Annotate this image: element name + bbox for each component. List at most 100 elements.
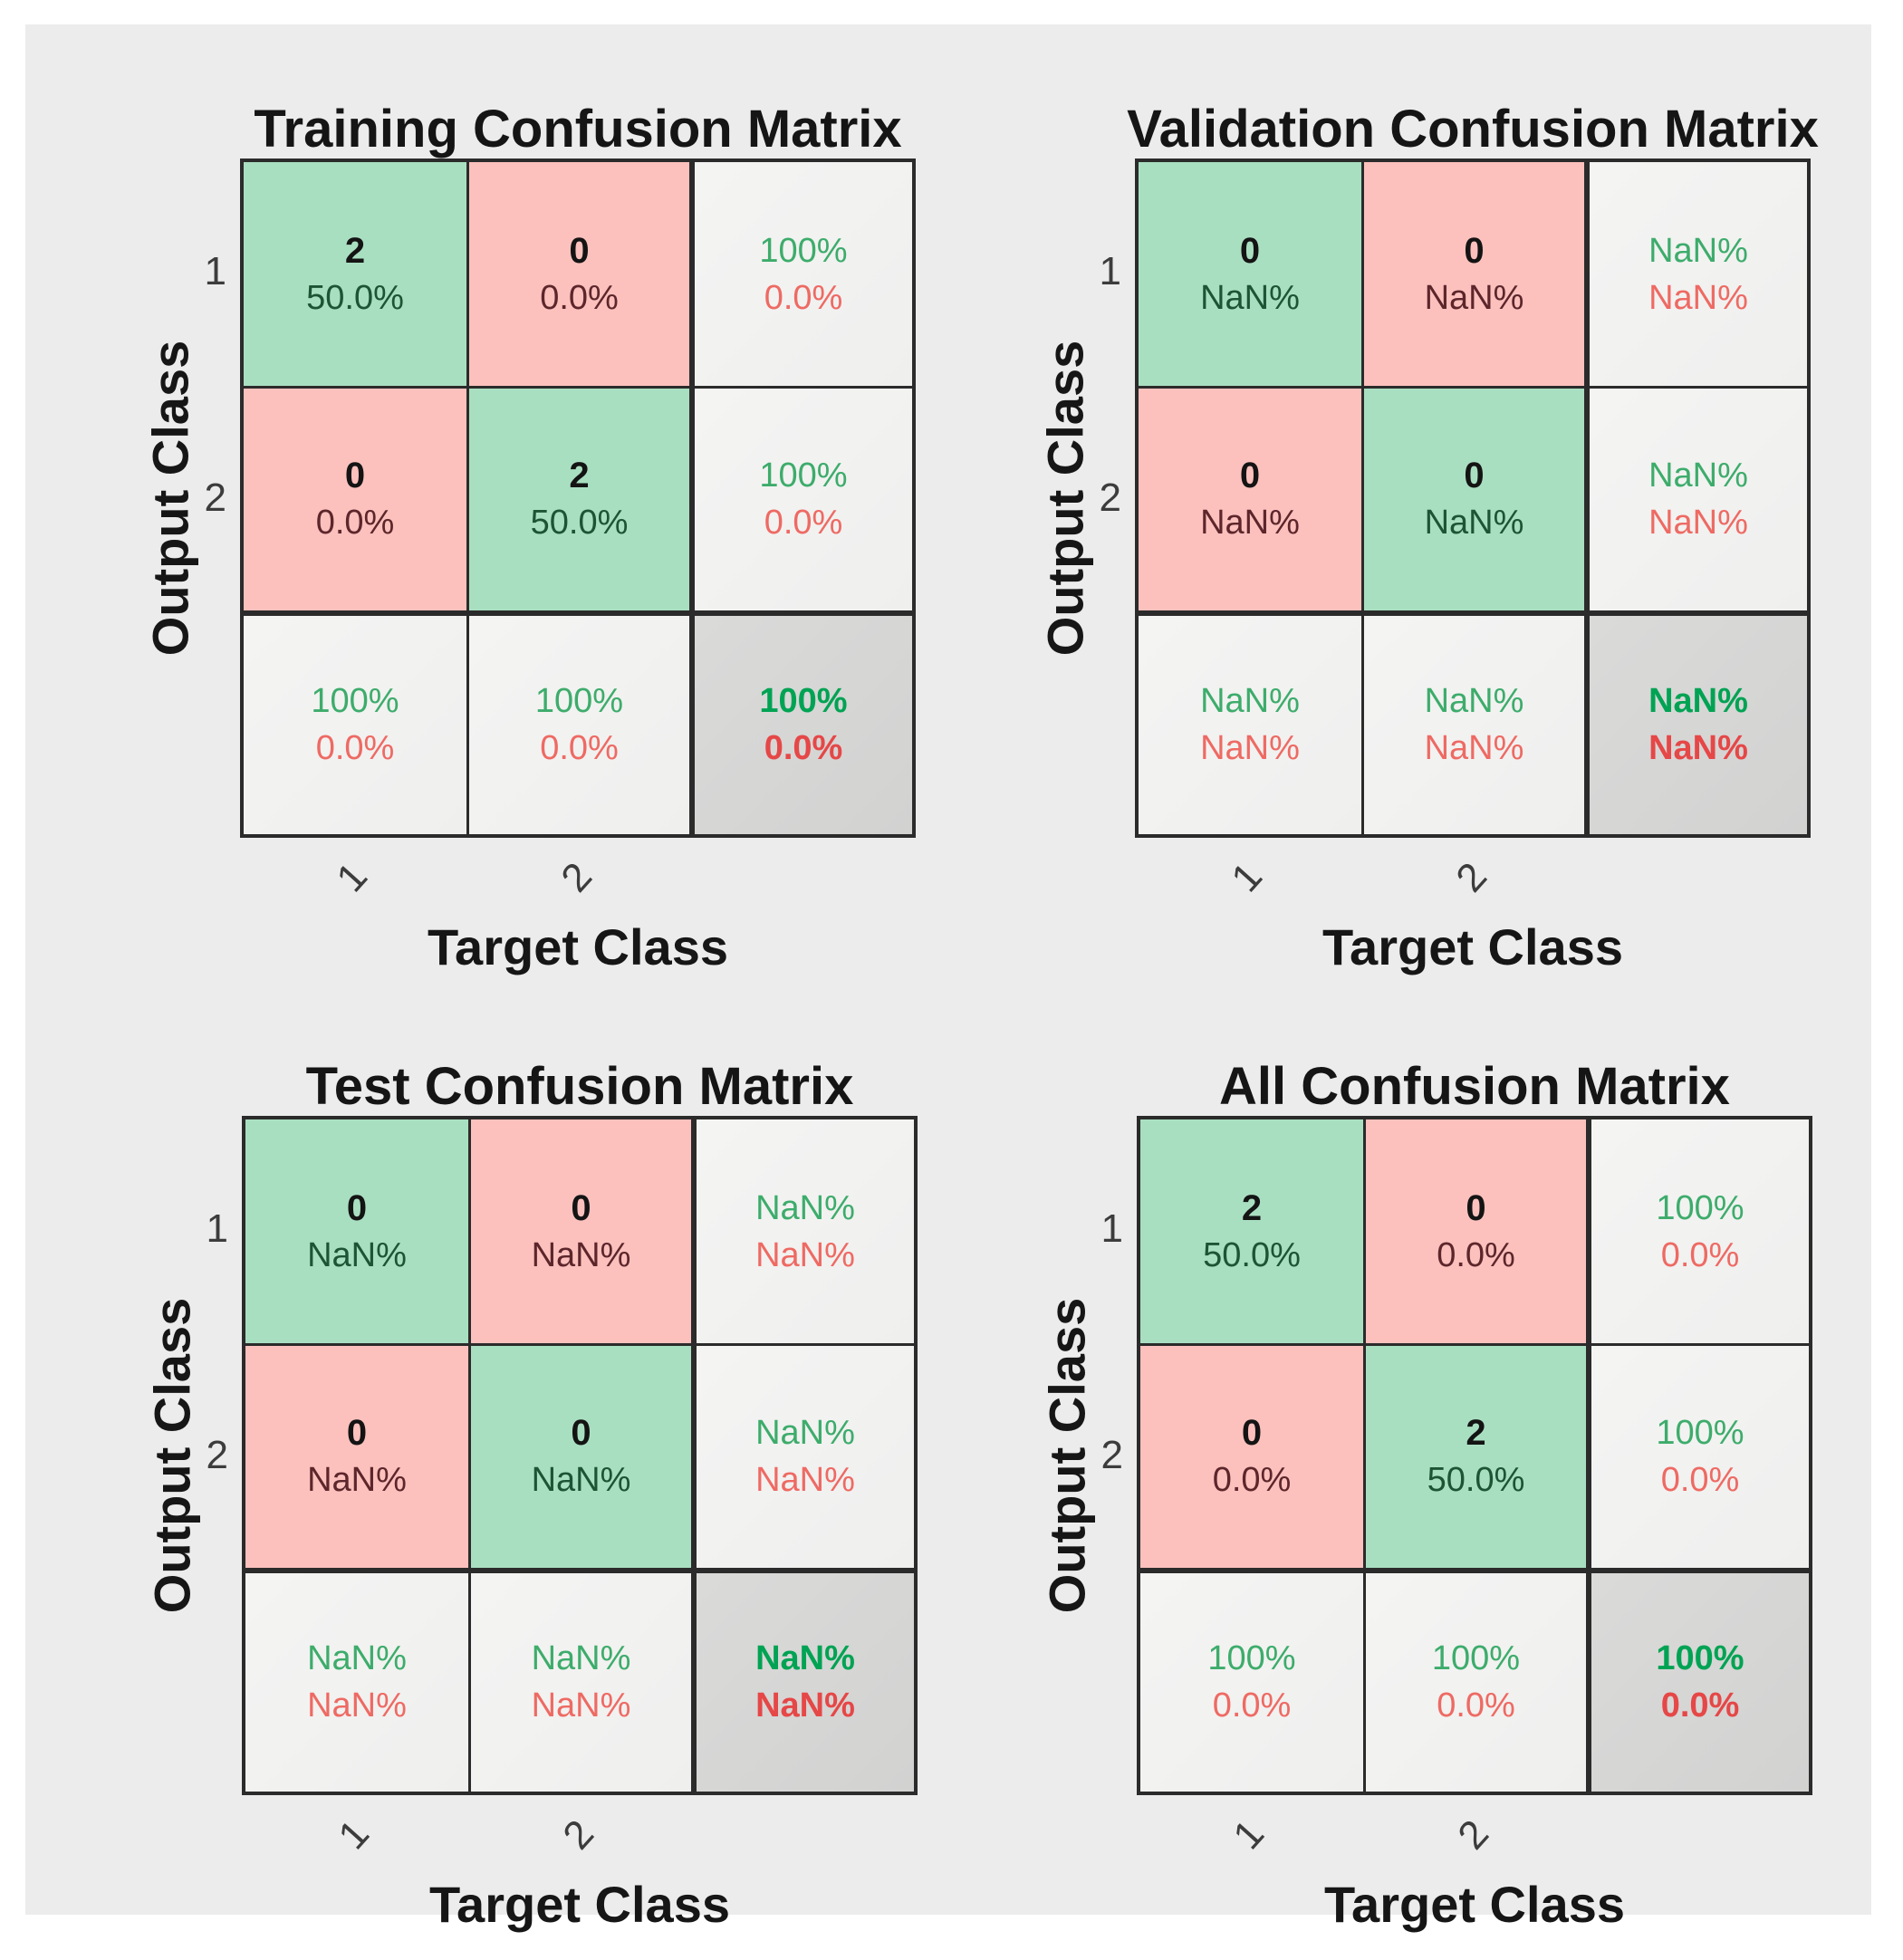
x-tick-1: 1 [1223,854,1272,901]
cell-total-summary: 100% 0.0% [689,610,912,834]
summary-red-value: 0.0% [540,729,619,768]
cell-r2-summary: NaN% NaN% [691,1343,914,1568]
panel-validation: Validation Confusion Matrix Output Class… [920,52,1871,1003]
cell-r1c2: 0 0.0% [466,162,689,387]
cell-c2-summary: 100% 0.0% [466,610,689,834]
y-tick-2: 2 [204,476,226,520]
summary-red-value: NaN% [1648,504,1748,543]
total-red-value: 0.0% [1660,1686,1740,1725]
percent-value: NaN% [1424,504,1524,543]
cell-c1-summary: 100% 0.0% [244,610,466,834]
summary-red-value: NaN% [755,1235,855,1274]
cell-total-summary: 100% 0.0% [1586,1567,1809,1792]
figure-canvas: Training Confusion Matrix Output Class 1… [25,24,1871,1933]
percent-value: NaN% [1200,278,1300,317]
confusion-grid: 0 NaN% 0 NaN% NaN% NaN% 0 NaN% 0 NaN% Na… [1135,159,1811,838]
y-tick-1: 1 [204,249,226,293]
count-value: 2 [1466,1413,1486,1454]
panel-all: All Confusion Matrix Output Class 1 2 2 … [922,1009,1873,1960]
cell-r2c2: 2 50.0% [1363,1343,1586,1568]
panel-training: Training Confusion Matrix Output Class 1… [25,52,976,1003]
cell-r2-summary: 100% 0.0% [689,386,912,610]
summary-green-value: 100% [759,231,848,270]
summary-green-value: 100% [1207,1639,1296,1678]
total-red-value: NaN% [1648,729,1748,768]
x-tick-2: 2 [553,854,601,901]
count-value: 0 [346,1187,368,1228]
percent-value: NaN% [1200,504,1300,543]
cell-r2c1: 0 NaN% [245,1343,468,1568]
x-tick-2: 2 [1449,1811,1498,1859]
summary-green-value: 100% [1656,1188,1744,1227]
cell-r1-summary: NaN% NaN% [1584,162,1807,387]
y-tick-1: 1 [1100,1206,1123,1251]
summary-green-value: 100% [534,682,624,721]
confusion-grid: 2 50.0% 0 0.0% 100% 0.0% 0 0.0% 2 50.0% … [1137,1116,1812,1795]
cell-r1c1: 0 NaN% [245,1119,468,1344]
panel-title: Training Confusion Matrix [254,100,902,159]
count-value: 0 [1464,230,1485,271]
total-red-value: NaN% [755,1686,855,1725]
percent-value: NaN% [1424,278,1524,317]
summary-green-value: 100% [1656,1414,1744,1453]
summary-green-value: NaN% [1648,456,1748,495]
total-green-value: NaN% [1648,682,1748,721]
summary-green-value: NaN% [307,1639,407,1678]
cell-r2c2: 0 NaN% [1361,386,1584,610]
cell-r1c1: 2 50.0% [1140,1119,1363,1344]
x-tick-1: 1 [330,1811,379,1859]
percent-value: 50.0% [1203,1235,1301,1274]
cell-r1-summary: 100% 0.0% [1586,1119,1809,1344]
x-axis-label: Target Class [428,918,728,975]
y-tick-2: 2 [1100,1433,1123,1477]
count-value: 2 [1241,1187,1263,1228]
count-value: 0 [346,1413,368,1454]
count-value: 2 [344,230,366,271]
summary-green-value: 100% [759,456,848,495]
y-tick-2: 2 [1099,476,1121,520]
summary-green-value: NaN% [1200,682,1300,721]
x-tick-1: 1 [328,854,377,901]
cell-r1c2: 0 0.0% [1363,1119,1586,1344]
total-green-value: 100% [1656,1639,1744,1678]
cell-r2c1: 0 0.0% [1140,1343,1363,1568]
summary-red-value: NaN% [755,1461,855,1500]
x-axis-label: Target Class [1324,1876,1625,1933]
total-red-value: 0.0% [764,729,843,768]
percent-value: NaN% [307,1235,407,1274]
count-value: 0 [1239,230,1261,271]
percent-value: 0.0% [1212,1461,1292,1500]
summary-red-value: NaN% [307,1686,407,1725]
summary-green-value: NaN% [531,1639,631,1678]
percent-value: 0.0% [1437,1235,1515,1274]
x-axis-label: Target Class [1322,918,1623,975]
cell-r2c1: 0 0.0% [244,386,466,610]
summary-green-value: NaN% [1424,682,1524,721]
panel-title: All Confusion Matrix [1219,1057,1730,1116]
summary-red-value: 0.0% [1212,1686,1292,1725]
count-value: 0 [571,1413,591,1454]
panel-test: Test Confusion Matrix Output Class 1 2 0… [27,1009,978,1960]
y-tick-2: 2 [206,1433,228,1477]
confusion-grid: 2 50.0% 0 0.0% 100% 0.0% 0 0.0% 2 50.0% … [240,159,916,838]
percent-value: 50.0% [530,504,629,543]
cell-r1-summary: NaN% NaN% [691,1119,914,1344]
cell-r2-summary: NaN% NaN% [1584,386,1807,610]
x-tick-1: 1 [1225,1811,1273,1859]
cell-r2c1: 0 NaN% [1139,386,1361,610]
percent-value: NaN% [307,1461,407,1500]
count-value: 0 [1241,1413,1263,1454]
percent-value: NaN% [531,1235,631,1274]
x-axis-label: Target Class [429,1876,730,1933]
panel-title: Test Confusion Matrix [305,1057,854,1116]
x-tick-2: 2 [1447,854,1496,901]
summary-green-value: 100% [311,682,399,721]
summary-red-value: 0.0% [764,278,843,317]
y-tick-1: 1 [206,1206,228,1251]
summary-green-value: NaN% [1648,231,1748,270]
cell-c1-summary: 100% 0.0% [1140,1567,1363,1792]
y-tick-1: 1 [1099,249,1121,293]
percent-value: 0.0% [315,504,395,543]
summary-red-value: 0.0% [1660,1461,1740,1500]
confusion-grid: 0 NaN% 0 NaN% NaN% NaN% 0 NaN% 0 NaN% Na… [242,1116,918,1795]
